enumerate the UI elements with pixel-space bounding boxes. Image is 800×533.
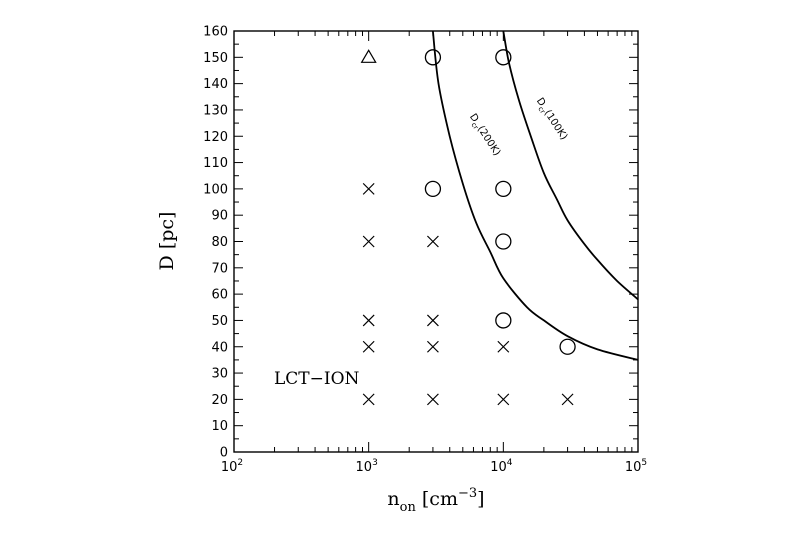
- y-tick-label: 150: [203, 51, 228, 66]
- y-tick-label: 30: [211, 367, 228, 382]
- cross-marker: [426, 235, 439, 248]
- circle-marker: [424, 180, 442, 198]
- x-axis-label-unit-sup: −3: [458, 486, 477, 501]
- y-tick-label: 80: [211, 235, 228, 250]
- x-axis-label: non [cm−3]: [387, 486, 484, 515]
- x-tick-label-base: 10: [625, 460, 642, 475]
- y-axis-label: D [pc]: [156, 212, 178, 271]
- y-tick-label: 70: [211, 261, 228, 276]
- curve-line: [502, 31, 638, 301]
- y-tick-label: 10: [211, 419, 228, 434]
- circle-marker: [424, 49, 442, 66]
- cross-marker: [362, 393, 375, 406]
- cross-marker: [362, 314, 375, 327]
- circle-marker: [495, 233, 512, 250]
- y-tick-label: 160: [203, 25, 228, 40]
- cross-marker: [561, 393, 574, 406]
- x-tick-label: 104: [490, 458, 513, 475]
- x-axis-label-unit-open: [cm: [416, 488, 458, 510]
- points-layer: [360, 49, 576, 406]
- y-tick-label: 120: [203, 130, 228, 145]
- x-axis-label-unit-close: ]: [477, 488, 484, 510]
- cross-marker: [362, 235, 375, 248]
- y-tick-label: 90: [211, 209, 228, 224]
- x-axis-label-sub: on: [400, 500, 417, 515]
- circle-marker: [495, 49, 512, 66]
- cross-marker: [426, 340, 439, 353]
- circle-marker: [495, 312, 512, 329]
- circle-marker: [559, 338, 576, 355]
- triangle-marker: [360, 49, 377, 63]
- x-tick-label: 102: [221, 458, 243, 475]
- ticks-layer: 0102030405060708090100110120130140150160…: [203, 25, 647, 476]
- y-tick-label: 110: [203, 156, 228, 171]
- plot-frame: [233, 30, 639, 453]
- curves-layer: Dcr(200K) Dcr(100K): [432, 31, 638, 361]
- x-tick-label-exp: 5: [641, 458, 647, 468]
- annotation-label: LCT−ION: [274, 369, 360, 389]
- curve-label-sub: cr: [469, 121, 479, 131]
- x-tick-label-exp: 2: [237, 458, 243, 468]
- x-axis-label-base: n: [387, 488, 399, 510]
- y-tick-label: 0: [220, 446, 228, 461]
- circle-marker: [495, 180, 512, 198]
- curve-label-rest: (100K): [542, 108, 569, 142]
- y-tick-label: 100: [203, 182, 228, 197]
- y-tick-label: 40: [211, 340, 228, 355]
- cross-marker: [497, 340, 510, 353]
- curve-label-rest: (200K): [475, 124, 502, 158]
- x-tick-label-base: 10: [221, 460, 238, 475]
- y-tick-label: 50: [211, 314, 228, 329]
- x-tick-label: 105: [625, 458, 647, 475]
- y-tick-label: 60: [211, 288, 228, 303]
- x-tick-label-base: 10: [490, 460, 507, 475]
- x-tick-label-exp: 4: [507, 458, 513, 468]
- curve-label: Dcr(200K): [465, 112, 502, 159]
- curve-line: [432, 31, 638, 361]
- cross-marker: [426, 393, 439, 406]
- x-tick-label-base: 10: [356, 460, 373, 475]
- cross-marker: [362, 182, 375, 195]
- cross-marker: [497, 393, 510, 406]
- y-tick-label: 20: [211, 393, 228, 408]
- y-tick-label: 140: [203, 77, 228, 92]
- curve-label-sub: cr: [536, 105, 546, 115]
- x-tick-label-exp: 3: [372, 458, 378, 468]
- cross-marker: [426, 314, 439, 327]
- y-tick-label: 130: [203, 103, 228, 118]
- x-tick-label: 103: [356, 458, 378, 475]
- cross-marker: [362, 340, 375, 353]
- curve-label: Dcr(100K): [532, 96, 569, 143]
